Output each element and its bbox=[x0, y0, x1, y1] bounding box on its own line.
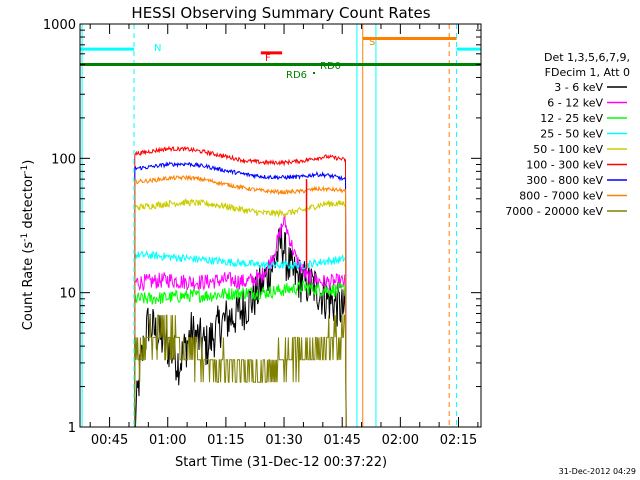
overlay-layer bbox=[80, 24, 481, 427]
y-tick-label-4: 1000 bbox=[43, 18, 76, 33]
legend-label-1: 3 - 6 keV bbox=[554, 81, 603, 94]
series-line-8 bbox=[134, 174, 347, 428]
annotation-s: S bbox=[369, 37, 375, 48]
x-tick-label-1: 00:45 bbox=[91, 433, 128, 448]
legend-label-7: 300 - 800 keV bbox=[526, 174, 603, 187]
x-tick-label-2: 01:00 bbox=[149, 433, 186, 448]
annotation-rd0: RD0 bbox=[320, 61, 341, 72]
x-tick-label-7: 02:15 bbox=[440, 433, 477, 448]
annotation-f: F bbox=[265, 53, 271, 64]
series-line-1 bbox=[134, 223, 347, 428]
footer-timestamp: 31-Dec-2012 04:29 bbox=[559, 467, 636, 476]
legend-label-8: 800 - 7000 keV bbox=[519, 190, 603, 203]
series-line-2 bbox=[134, 214, 347, 428]
legend: Det 1,3,5,6,7,9, FDecim 1, Att 0 3 - 6 k… bbox=[505, 51, 630, 218]
chart-title: HESSI Observing Summary Count Rates bbox=[131, 4, 430, 22]
legend-label-4: 25 - 50 keV bbox=[540, 128, 603, 141]
y-axis-label: Count Rate (s-1 detector-1) bbox=[20, 160, 36, 331]
legend-label-5: 50 - 100 keV bbox=[533, 143, 603, 156]
x-tick-label-6: 02:00 bbox=[382, 433, 419, 448]
series-line-9 bbox=[134, 314, 347, 428]
legend-label-9: 7000 - 20000 keV bbox=[505, 205, 603, 218]
annotation-n: N bbox=[154, 43, 161, 54]
legend-header-1: Det 1,3,5,6,7,9, bbox=[544, 51, 630, 64]
y-tick-label-1: 1 bbox=[68, 421, 76, 436]
legend-label-2: 6 - 12 keV bbox=[547, 97, 603, 110]
series-line-6 bbox=[134, 145, 347, 428]
series-line-3 bbox=[134, 279, 347, 428]
svg-text:Count Rate (s-1 detector-1): Count Rate (s-1 detector-1) bbox=[20, 160, 36, 331]
y-tick-label-2: 10 bbox=[59, 287, 76, 302]
series-line-5 bbox=[134, 197, 347, 428]
legend-label-6: 100 - 300 keV bbox=[526, 159, 603, 172]
y-tick-label-3: 100 bbox=[51, 152, 76, 167]
plot-frame bbox=[79, 23, 482, 428]
rd6-marker bbox=[313, 72, 315, 74]
series-line-7 bbox=[134, 161, 347, 428]
series-line-4 bbox=[134, 250, 347, 428]
axes-layer: 1 10 100 1000 00:45 01:00 01:15 01:30 01:45 02:00… bbox=[43, 18, 482, 448]
x-tick-label-3: 01:15 bbox=[207, 433, 244, 448]
series-layer bbox=[134, 145, 347, 428]
annotation-rd6: RD6 bbox=[286, 70, 307, 81]
legend-label-3: 12 - 25 keV bbox=[540, 112, 603, 125]
x-axis-label: Start Time (31-Dec-12 00:37:22) bbox=[175, 455, 387, 470]
legend-header-2: FDecim 1, Att 0 bbox=[545, 66, 630, 79]
x-tick-label-4: 01:30 bbox=[265, 433, 302, 448]
x-tick-label-5: 01:45 bbox=[323, 433, 360, 448]
